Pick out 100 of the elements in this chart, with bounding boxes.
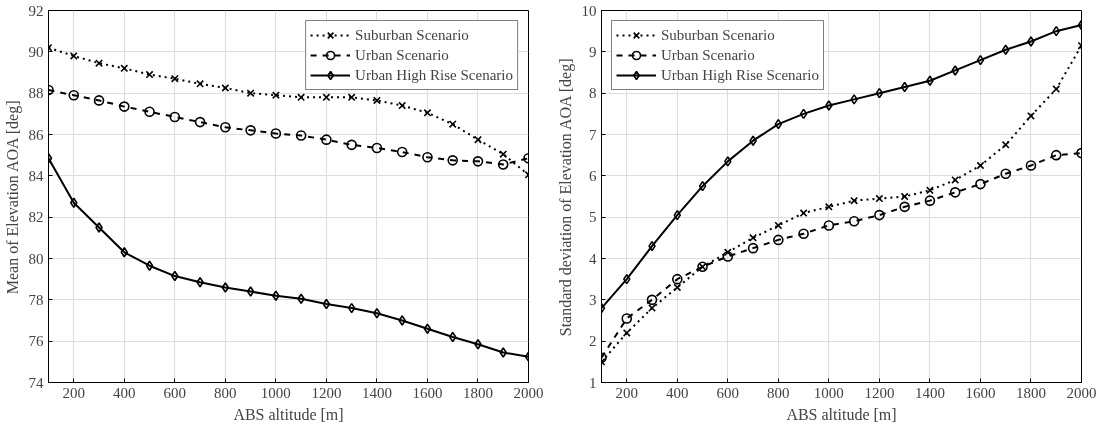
y-tick-label: 84 [28, 167, 44, 184]
point [774, 118, 783, 130]
y-tick-label: 10 [581, 2, 597, 19]
y-tick-label: 6 [589, 167, 597, 184]
y-tick-label: 76 [28, 333, 44, 350]
point [120, 64, 129, 73]
point [749, 135, 757, 146]
y-axis-title: Standard deviation of Elevation AOA [deg] [556, 58, 575, 337]
point [322, 298, 331, 310]
point [749, 233, 758, 242]
y-tick-label: 80 [28, 250, 44, 267]
point [875, 87, 884, 99]
y-tick-label: 82 [28, 209, 44, 226]
legend-label: Urban Scenario [355, 46, 449, 64]
point [220, 121, 231, 133]
point [473, 135, 482, 144]
point [975, 178, 986, 190]
x-tick-label: 1800 [462, 384, 493, 401]
y-tick-label: 90 [28, 43, 44, 60]
point [145, 260, 154, 272]
point [423, 323, 432, 335]
point [472, 156, 484, 167]
point [347, 302, 356, 314]
y-tick-label: 74 [28, 374, 44, 391]
point [194, 116, 206, 128]
point [95, 222, 103, 233]
point [447, 155, 459, 166]
point [144, 106, 155, 118]
y-tick-label: 3 [589, 291, 597, 308]
point [321, 134, 332, 145]
point [848, 216, 860, 227]
legend-label: Urban High Rise Scenario [661, 66, 819, 84]
point [448, 331, 457, 343]
point [850, 196, 859, 205]
point [747, 242, 759, 254]
point [1026, 111, 1035, 120]
point [196, 79, 205, 88]
y-tick-label: 4 [589, 250, 597, 267]
point [925, 186, 934, 195]
x-tick-label: 1000 [260, 384, 291, 401]
x-tick-label: 2000 [513, 384, 544, 401]
point [976, 54, 985, 66]
legend-label: Suburban Scenario [661, 26, 775, 44]
legend-label: Urban Scenario [661, 46, 755, 64]
point [798, 228, 809, 239]
point [272, 290, 280, 301]
point [1052, 85, 1061, 94]
x-tick-label: 600 [163, 384, 187, 401]
y-tick-label: 7 [589, 126, 597, 143]
x-tick-label: 800 [767, 384, 790, 401]
point [270, 128, 282, 139]
y-tick-label: 88 [28, 85, 44, 102]
x-tick-label: 1400 [361, 384, 392, 401]
y-tick-label: 5 [589, 209, 597, 226]
point [646, 294, 658, 306]
legend-label: Urban High Rise Scenario [355, 66, 513, 84]
point [1052, 25, 1061, 37]
x-tick-label: 1600 [412, 384, 443, 401]
point [448, 120, 457, 129]
point [372, 96, 381, 105]
point [347, 93, 356, 102]
y-axis-title: Mean of Elevation AOA [deg] [3, 100, 22, 295]
x-tick-label: 1400 [914, 384, 945, 401]
point [1001, 44, 1010, 56]
y-tick-label: 86 [28, 126, 44, 143]
point [322, 93, 331, 102]
point [246, 286, 255, 297]
x-tick-label: 2000 [1066, 384, 1097, 401]
point [497, 159, 509, 170]
point [671, 273, 683, 285]
x-tick-label: 200 [62, 384, 86, 401]
point [1027, 36, 1035, 47]
point [622, 273, 631, 285]
x-tick-label: 800 [214, 384, 237, 401]
point [297, 93, 306, 102]
point [1025, 160, 1037, 171]
point [245, 125, 256, 136]
point [621, 313, 633, 324]
point [295, 130, 307, 141]
point [722, 251, 734, 262]
point [423, 108, 432, 117]
point [976, 161, 985, 170]
point [118, 101, 130, 112]
point [422, 151, 433, 163]
point [951, 175, 960, 184]
point [850, 94, 858, 105]
y-tick-label: 9 [589, 43, 597, 60]
point [774, 221, 783, 230]
point [170, 74, 179, 83]
point [900, 192, 909, 201]
point [396, 146, 408, 158]
point [799, 108, 808, 120]
point [169, 111, 181, 123]
point [823, 220, 835, 231]
point [398, 101, 407, 110]
point [924, 195, 936, 206]
point [398, 315, 406, 326]
point [1001, 140, 1010, 149]
point [698, 180, 707, 192]
x-tick-label: 400 [666, 384, 689, 401]
